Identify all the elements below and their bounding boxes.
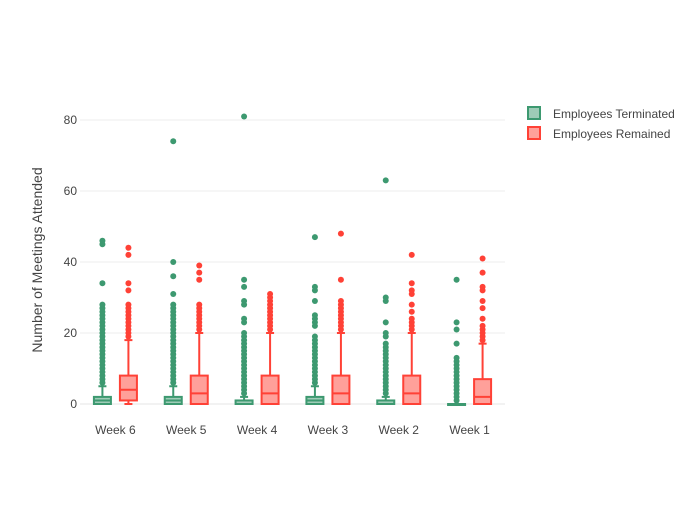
box-remained bbox=[402, 374, 422, 406]
outlier-point bbox=[125, 244, 132, 251]
outlier-point bbox=[479, 269, 486, 276]
outlier-point bbox=[99, 237, 106, 244]
outlier-point bbox=[241, 276, 248, 283]
x-tick-label: Week 6 bbox=[95, 423, 136, 437]
legend-swatch bbox=[527, 126, 541, 140]
outlier-point bbox=[267, 290, 274, 297]
x-axis-ticks: Week 6 Week 5 Week 4 Week 3 Week 2 Week 1 bbox=[95, 423, 490, 437]
outlier-point bbox=[408, 280, 415, 287]
outlier-point bbox=[311, 234, 318, 241]
outlier-point bbox=[311, 298, 318, 305]
outlier-point bbox=[479, 298, 486, 305]
outlier-point bbox=[408, 287, 415, 294]
y-tick-label: 20 bbox=[64, 326, 78, 340]
outlier-point bbox=[382, 319, 389, 326]
box-remained bbox=[473, 378, 493, 405]
outlier-point bbox=[170, 301, 177, 308]
outlier-point bbox=[382, 177, 389, 184]
outlier-point bbox=[241, 330, 248, 336]
outlier-point bbox=[453, 276, 460, 283]
outlier-point bbox=[382, 340, 389, 347]
outlier-point bbox=[479, 305, 486, 312]
box-remained bbox=[260, 374, 280, 406]
legend-label: Employees Remained bbox=[553, 127, 670, 141]
outlier-point bbox=[170, 290, 177, 297]
outlier-point bbox=[479, 283, 486, 290]
outlier-point bbox=[337, 298, 344, 305]
outlier-point bbox=[241, 298, 248, 305]
outlier-point bbox=[382, 330, 389, 336]
outlier-point bbox=[99, 301, 106, 308]
outlier-point bbox=[408, 251, 415, 258]
outlier-point bbox=[408, 315, 415, 322]
outlier-point bbox=[241, 315, 248, 322]
outlier-point bbox=[196, 262, 203, 269]
legend-swatch bbox=[527, 106, 541, 120]
outlier-point bbox=[311, 312, 318, 319]
x-tick-label: Week 2 bbox=[379, 423, 420, 437]
outlier-point bbox=[408, 301, 415, 308]
outlier-point bbox=[196, 276, 203, 283]
y-tick-label: 60 bbox=[64, 184, 78, 198]
outlier-point bbox=[337, 230, 344, 237]
outlier-point bbox=[170, 273, 177, 280]
outlier-point bbox=[196, 301, 203, 308]
y-axis-label: Number of Meetings Attended bbox=[29, 167, 45, 352]
x-tick-label: Week 5 bbox=[166, 423, 207, 437]
outlier-point bbox=[125, 251, 132, 258]
x-tick-label: Week 3 bbox=[308, 423, 349, 437]
y-axis-ticks: 0 20 40 60 80 bbox=[64, 113, 78, 411]
outlier-point bbox=[125, 287, 132, 294]
outlier-point bbox=[170, 138, 177, 145]
y-tick-label: 0 bbox=[70, 397, 77, 411]
outlier-point bbox=[479, 322, 486, 329]
outlier-point bbox=[453, 340, 460, 347]
x-tick-label: Week 1 bbox=[449, 423, 490, 437]
outlier-point bbox=[241, 283, 248, 290]
outlier-point bbox=[453, 319, 460, 326]
box-remained bbox=[331, 374, 351, 406]
box-remained bbox=[189, 374, 209, 406]
outlier-point bbox=[311, 333, 318, 340]
outlier-point bbox=[125, 301, 132, 308]
outlier-point bbox=[311, 283, 318, 290]
outlier-point bbox=[170, 259, 177, 265]
legend-label: Employees Terminated bbox=[553, 107, 675, 121]
outlier-point bbox=[241, 113, 248, 120]
outlier-point bbox=[196, 269, 203, 276]
legend[interactable]: Employees Terminated Employees Remained bbox=[527, 106, 675, 141]
outlier-point bbox=[382, 294, 389, 301]
x-tick-label: Week 4 bbox=[237, 423, 278, 437]
box-remained bbox=[118, 374, 138, 402]
boxes bbox=[92, 113, 493, 406]
outlier-point bbox=[453, 326, 460, 333]
outlier-point bbox=[337, 276, 344, 283]
outlier-point bbox=[479, 315, 486, 322]
outlier-point bbox=[408, 308, 415, 315]
y-tick-label: 80 bbox=[64, 113, 78, 127]
gridlines bbox=[80, 119, 505, 405]
y-tick-label: 40 bbox=[64, 255, 78, 269]
outlier-point bbox=[125, 280, 132, 287]
outlier-point bbox=[99, 280, 106, 287]
outlier-point bbox=[479, 255, 486, 262]
outlier-point bbox=[453, 354, 460, 361]
